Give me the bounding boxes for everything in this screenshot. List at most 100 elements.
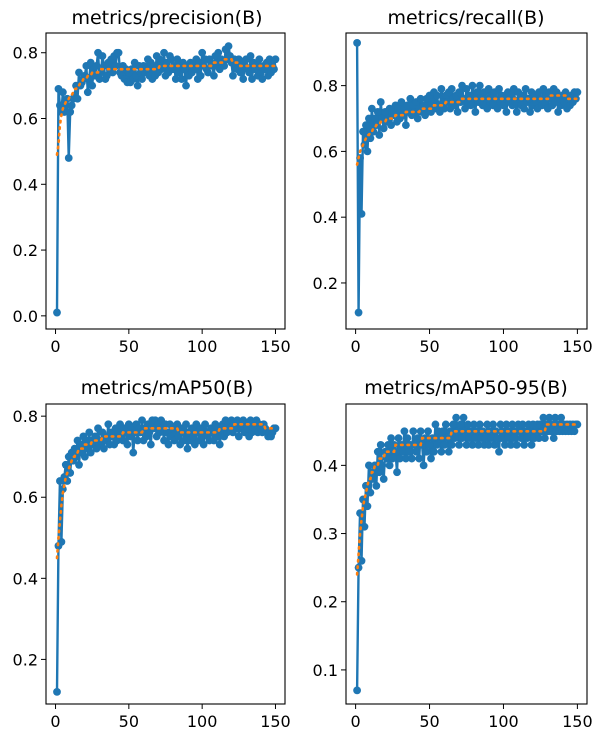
data-point — [521, 85, 530, 93]
data-point — [86, 448, 95, 457]
data-point — [102, 71, 111, 80]
data-point — [58, 88, 67, 97]
y-tick-label: 0.2 — [313, 274, 338, 293]
data-point — [512, 441, 521, 449]
data-point — [67, 101, 76, 110]
data-point — [421, 111, 429, 120]
data-point — [248, 75, 256, 83]
axes-frame — [345, 403, 588, 705]
data-point — [167, 55, 176, 64]
data-point — [447, 441, 456, 449]
data-point — [394, 434, 403, 442]
data-point — [450, 434, 459, 442]
data-point — [155, 55, 164, 64]
x-tick-label: 100 — [187, 337, 218, 356]
data-point — [413, 114, 422, 123]
data-point — [459, 413, 468, 422]
data-point — [412, 447, 421, 456]
data-point — [455, 88, 464, 97]
data-point — [182, 420, 190, 429]
data-point — [360, 522, 369, 531]
data-point — [433, 91, 441, 100]
data-point — [180, 436, 189, 445]
data-point — [433, 441, 441, 449]
data-point — [86, 58, 95, 67]
data-point — [535, 434, 543, 442]
data-point — [546, 427, 555, 436]
data-point — [379, 124, 388, 133]
data-point — [56, 101, 64, 110]
x-tick-label: 0 — [50, 712, 60, 731]
data-point — [271, 55, 280, 64]
data-point — [502, 108, 511, 116]
data-point — [204, 68, 212, 77]
data-point — [416, 427, 425, 436]
data-point — [146, 440, 155, 449]
data-point — [149, 61, 158, 70]
data-point — [526, 108, 534, 116]
data-point — [177, 75, 186, 83]
plot-area — [353, 38, 582, 317]
data-point — [98, 52, 107, 60]
x-tick-label: 150 — [562, 337, 593, 356]
data-point — [440, 441, 449, 449]
data-point — [100, 444, 108, 453]
data-point — [164, 440, 173, 449]
data-point — [182, 81, 190, 90]
data-point — [471, 108, 480, 116]
data-point — [111, 61, 120, 70]
data-point — [258, 75, 267, 83]
data-point — [385, 461, 394, 470]
data-point — [419, 461, 428, 470]
data-point — [504, 434, 512, 442]
data-point — [73, 94, 82, 103]
data-point — [75, 460, 83, 469]
data-point — [561, 88, 570, 97]
data-point — [363, 502, 372, 511]
data-point — [509, 434, 518, 442]
x-tick-label: 150 — [260, 337, 291, 356]
data-point — [127, 65, 136, 74]
data-point — [366, 134, 375, 143]
data-point — [467, 101, 475, 110]
data-point — [53, 687, 61, 696]
data-point — [499, 427, 508, 436]
data-point — [381, 447, 390, 456]
data-point — [198, 48, 207, 57]
data-point — [97, 68, 105, 77]
smoothed-line — [355, 423, 579, 576]
x-tick-label: 50 — [119, 337, 139, 356]
data-point — [403, 101, 412, 110]
data-point — [379, 475, 388, 483]
axes-frame — [345, 32, 588, 330]
x-tick-label: 50 — [419, 337, 439, 356]
data-point — [359, 127, 367, 136]
data-point — [234, 432, 243, 441]
data-point — [407, 454, 416, 463]
data-point — [428, 98, 437, 106]
y-tick-label: 0.2 — [13, 241, 38, 260]
data-point — [57, 537, 66, 546]
data-point — [532, 427, 540, 436]
data-point — [353, 38, 361, 47]
data-point — [196, 71, 205, 80]
data-point — [365, 461, 373, 470]
y-tick-label: 0.6 — [13, 110, 38, 129]
data-point — [415, 454, 424, 463]
data-point — [554, 420, 563, 429]
data-point — [438, 427, 447, 436]
data-point — [209, 71, 218, 80]
data-point — [372, 481, 381, 490]
data-point — [215, 440, 224, 449]
panel-map50-95: metrics/mAP50-95(B) 0 50 100 150 0.1 0.2 0.3 0.… — [313, 377, 593, 731]
y-tick-label: 0.0 — [13, 307, 38, 326]
data-point — [353, 686, 361, 695]
y-tick-label: 0.3 — [313, 525, 338, 544]
data-point — [471, 434, 480, 442]
x-tick-label: 50 — [419, 712, 439, 731]
data-point — [449, 420, 458, 429]
x-tick-label: 100 — [187, 712, 218, 731]
data-point — [373, 108, 382, 116]
data-point — [474, 441, 483, 449]
